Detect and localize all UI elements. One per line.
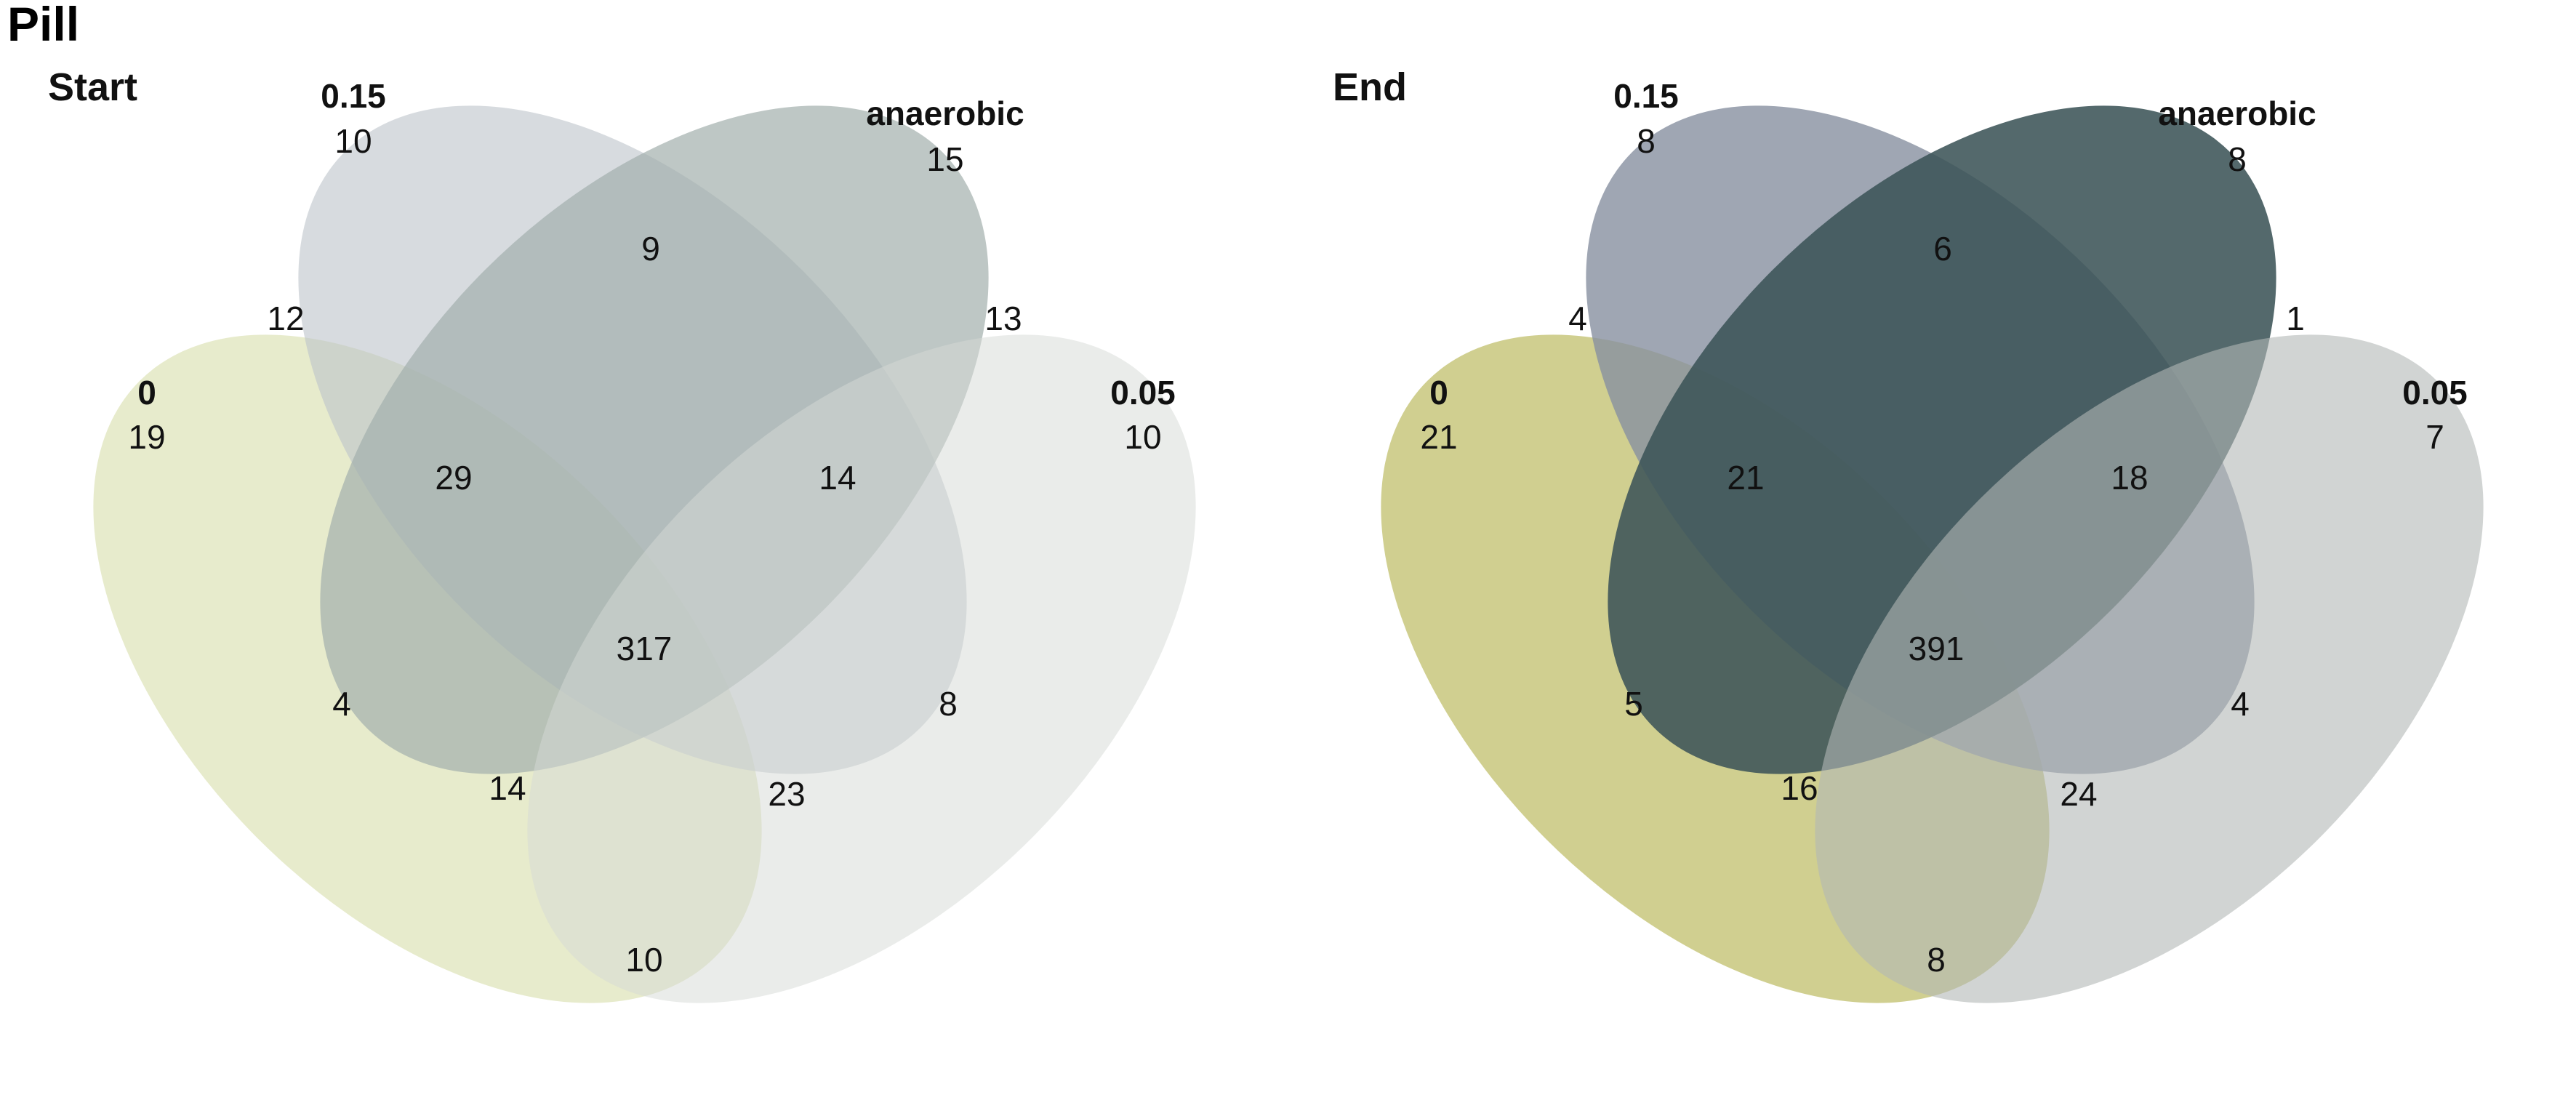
- count-only-005: 10: [1124, 418, 1161, 456]
- ellipse-set-005-end: [1815, 334, 2484, 1003]
- count-all: 391: [1909, 630, 1965, 667]
- count-015-005: 8: [939, 685, 958, 723]
- venn-diagram-start: Start 0.15 anaerobic 0 0.05 10 15 9 12 1…: [48, 65, 1196, 1003]
- count-0-anaerobic-005: 24: [2060, 775, 2097, 813]
- count-only-anaerobic: 8: [2228, 140, 2247, 178]
- count-only-015: 10: [334, 122, 372, 160]
- page-title: Pill: [7, 0, 80, 51]
- set-name-015: 0.15: [321, 77, 386, 115]
- set-name-anaerobic: anaerobic: [866, 95, 1024, 132]
- count-015-anaerobic: 9: [641, 230, 660, 268]
- count-015-anaerobic-005: 14: [819, 459, 856, 497]
- ellipse-set-005-start: [527, 334, 1196, 1003]
- count-anaerobic-005: 1: [2286, 300, 2305, 337]
- set-name-0: 0: [137, 374, 156, 412]
- count-all: 317: [617, 630, 673, 667]
- count-0-anaerobic-005: 23: [768, 775, 805, 813]
- set-name-005: 0.05: [1110, 374, 1176, 412]
- count-0-015-anaerobic: 21: [1727, 459, 1764, 497]
- count-0-anaerobic: 4: [332, 685, 351, 723]
- count-0-anaerobic: 5: [1624, 685, 1643, 723]
- count-only-0: 21: [1420, 418, 1457, 456]
- count-015-anaerobic: 6: [1933, 230, 1952, 268]
- count-015-005: 4: [2231, 685, 2250, 723]
- set-name-005: 0.05: [2402, 374, 2468, 412]
- count-anaerobic-005: 13: [984, 300, 1022, 337]
- venn-ellipses: [1381, 105, 2484, 1003]
- panel-label-start: Start: [48, 65, 137, 109]
- count-only-0: 19: [128, 418, 165, 456]
- panel-label-end: End: [1333, 65, 1407, 109]
- count-0-015: 12: [267, 300, 304, 337]
- count-0-015-005: 14: [489, 769, 526, 807]
- count-0-015: 4: [1568, 300, 1587, 337]
- venn-ellipses: [93, 105, 1196, 1003]
- venn-diagram-end: End 0.15 anaerobic 0 0.05 8 8 6 4 1 21 7…: [1333, 65, 2484, 1003]
- count-only-anaerobic: 15: [926, 140, 963, 178]
- count-0-015-005: 16: [1781, 769, 1818, 807]
- count-0-005: 8: [1927, 941, 1946, 979]
- count-only-015: 8: [1637, 122, 1656, 160]
- count-015-anaerobic-005: 18: [2111, 459, 2148, 497]
- count-0-005: 10: [625, 941, 662, 979]
- set-name-015: 0.15: [1613, 77, 1679, 115]
- count-0-015-anaerobic: 29: [435, 459, 472, 497]
- count-only-005: 7: [2425, 418, 2444, 456]
- set-name-0: 0: [1429, 374, 1448, 412]
- set-name-anaerobic: anaerobic: [2158, 95, 2316, 132]
